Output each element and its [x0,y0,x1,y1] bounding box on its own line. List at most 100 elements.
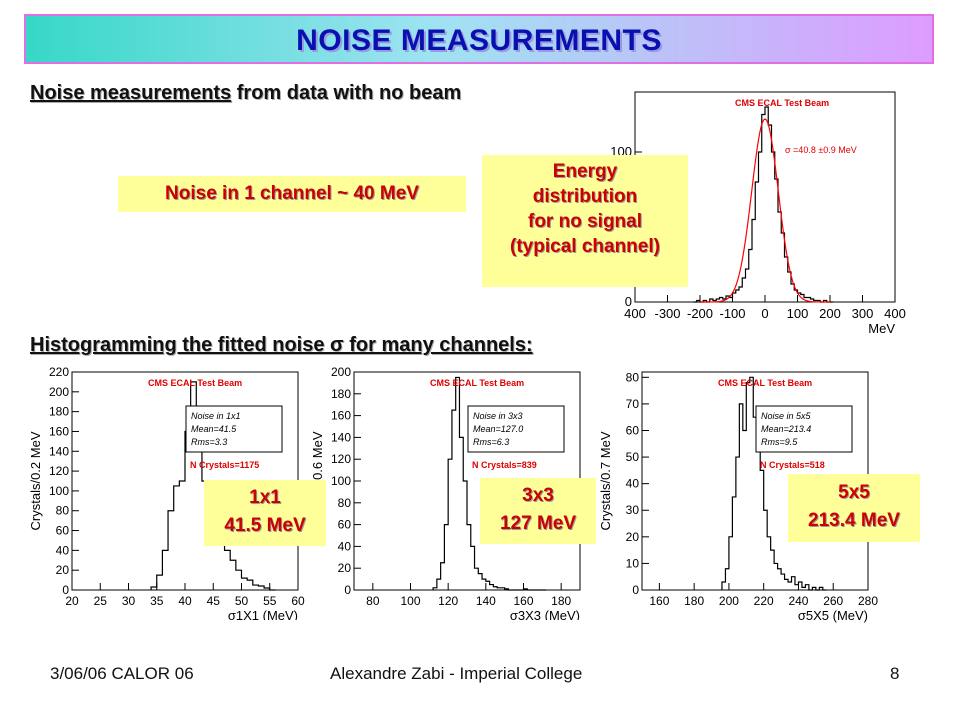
y-tick-label: 0 [344,583,351,597]
x-tick-label: 100 [400,594,420,608]
stats-line: Noise in 3x3 [473,411,523,421]
y-tick-label: 160 [49,424,69,438]
x-tick-label: 200 [719,594,739,608]
footer-page-number: 8 [890,664,900,683]
x-tick-label: 180 [684,594,704,608]
result-value: 213.4 MeV [808,510,900,531]
y-tick-label: 50 [626,450,640,464]
y-tick-label: 20 [56,563,70,577]
stats-line: Mean=41.5 [191,424,237,434]
x-axis-label: σ3X3 (MeV) [510,608,580,620]
x-tick-label: 160 [649,594,669,608]
histogram-series [432,376,547,591]
result-box-3x3: 3x3 127 MeV [480,478,596,544]
y-tick-label: 60 [626,423,640,437]
y-tick-label: 200 [331,365,351,379]
x-tick-label: 300 [852,306,874,321]
y-axis-label: Crystals/0.7 MeV [598,431,613,530]
x-tick-label: 220 [754,594,774,608]
gaussian-fit-line [699,118,831,303]
y-tick-label: 0 [62,583,69,597]
x-tick-label: 0 [761,306,768,321]
x-tick-label: 80 [366,594,380,608]
y-tick-label: 30 [626,503,640,517]
x-tick-label: 40 [178,594,192,608]
y-tick-label: 70 [626,397,640,411]
histogram-heading: Histogramming the fitted noise σ for man… [30,334,533,356]
energy-line-3: for no signal [528,211,642,232]
y-tick-label: 60 [56,524,70,538]
x-tick-label: 120 [438,594,458,608]
stats-line: Mean=127.0 [473,424,523,434]
result-label: 5x5 [838,482,870,503]
x-tick-label: 180 [551,594,571,608]
footer-date: 3/06/06 CALOR 06 [50,664,194,683]
chart-title: CMS ECAL Test Beam [430,378,524,388]
y-tick-label: 80 [338,496,352,510]
y-axis-label: Crystals/0.2 MeV [28,431,43,530]
intro-rest: from data with no beam [231,82,462,104]
x-axis-label: σ1X1 (MeV) [228,608,298,620]
y-tick-label: 10 [626,556,640,570]
histogram-series [721,376,827,591]
y-tick-label: 200 [49,385,69,399]
stats-line: Noise in 1x1 [191,411,241,421]
y-tick-label: 160 [331,409,351,423]
y-tick-label: 120 [49,464,69,478]
y-tick-label: 180 [331,387,351,401]
chart-title: CMS ECAL Test Beam [148,378,242,388]
chart-title: CMS ECAL Test Beam [735,98,829,108]
y-tick-label: 140 [331,430,351,444]
result-value: 127 MeV [499,513,577,534]
intro-emphasis: Noise measurements [30,82,232,104]
intro-text: Noise measurements from data with no bea… [30,82,461,105]
y-tick-label: 80 [626,370,640,384]
y-tick-label: 100 [49,484,69,498]
x-tick-label: -100 [719,306,745,321]
x-tick-label: 260 [823,594,843,608]
y-tick-label: 120 [331,452,351,466]
y-tick-label: 40 [338,539,352,553]
ncrystals-label: N Crystals=518 [760,460,825,470]
x-tick-label: 240 [788,594,808,608]
x-tick-label: 160 [513,594,533,608]
ncrystals-label: N Crystals=839 [472,460,537,470]
y-tick-label: 60 [338,518,352,532]
energy-callout: Energy distribution for no signal (typic… [482,155,688,287]
stats-box [755,405,853,453]
y-tick-label: 20 [626,530,640,544]
x-tick-label: 400 [624,306,646,321]
y-tick-label: 220 [49,365,69,379]
result-value: 41.5 MeV [224,515,306,536]
y-tick-label: 100 [331,474,351,488]
x-tick-label: 280 [858,594,878,608]
y-tick-label: 0 [625,294,632,309]
x-tick-label: 60 [291,594,305,608]
y-tick-label: 180 [49,405,69,419]
x-tick-label: 100 [787,306,809,321]
footer-author: Alexandre Zabi - Imperial College [330,664,583,683]
chart-title: CMS ECAL Test Beam [718,378,812,388]
x-axis-label: MeV [868,321,895,336]
x-tick-label: 400 [884,306,906,321]
stats-line: Rms=9.5 [761,437,798,447]
x-tick-label: -200 [687,306,713,321]
x-tick-label: 30 [122,594,136,608]
stats-line: Rms=3.3 [191,437,227,447]
page-title: NOISE MEASUREMENTS [296,24,662,57]
stats-box [467,405,565,453]
title-banner: NOISE MEASUREMENTS [24,14,934,64]
x-axis-label: σ5X5 (MeV) [798,608,868,623]
histogram-series [693,106,834,303]
y-tick-label: 140 [49,444,69,458]
energy-line-1: Energy [552,161,618,182]
x-tick-label: 45 [207,594,221,608]
noise-3x3-chart: 80 100 120 140 160 180 0 20 40 60 80 100 120 140 160 18… [310,365,581,620]
stats-box [185,405,283,453]
y-tick-label: 40 [626,477,640,491]
ncrystals-label: N Crystals=1175 [190,460,259,470]
x-tick-label: 50 [235,594,249,608]
y-tick-label: 40 [56,543,70,557]
y-tick-label: 80 [56,504,70,518]
fit-annotation: σ =40.8 ±0.9 MeV [785,145,857,155]
